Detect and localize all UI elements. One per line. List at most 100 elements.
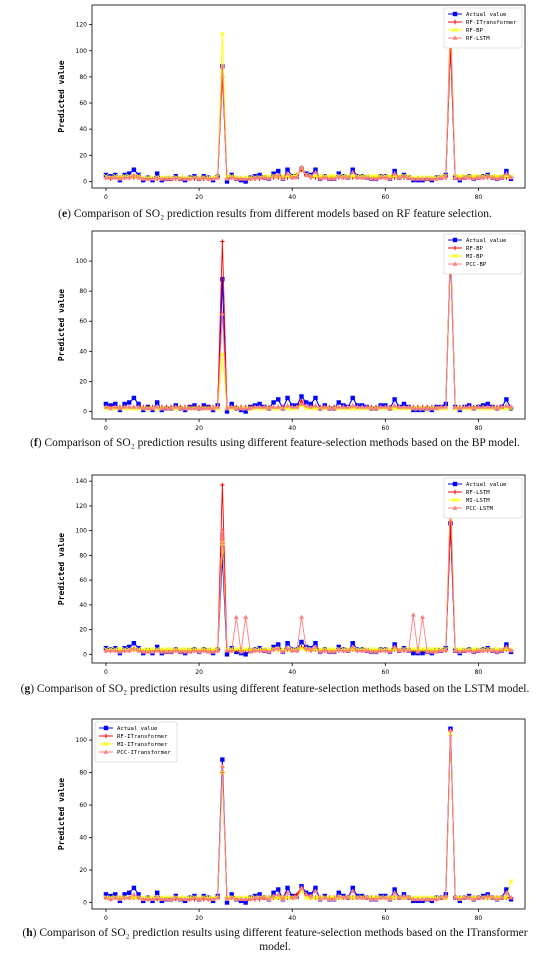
legend-label: RF-LSTM [466,490,490,496]
data-point [276,397,281,402]
legend-marker [452,505,458,510]
data-point [280,649,286,654]
data-point [485,173,491,179]
data-point [457,649,463,654]
y-tick-label: 20 [79,867,87,874]
data-point [485,401,490,407]
data-point [429,405,435,411]
data-point [271,893,276,898]
data-point [345,648,351,653]
data-point [415,896,421,902]
data-point [271,400,276,405]
caption-tag: f [33,437,38,449]
legend-marker [452,237,458,243]
data-point [294,174,300,180]
data-point [378,404,384,409]
data-point [457,176,463,181]
data-point [238,176,244,181]
data-point [364,895,370,900]
data-point [490,404,495,409]
data-point [508,174,514,180]
data-point [494,896,500,902]
data-point [369,173,374,179]
chart-g: 020406080020406080100120140samplePredict… [56,474,526,676]
data-point [159,405,165,411]
data-point [503,171,509,176]
data-point [392,402,398,408]
data-point [220,553,225,558]
data-point [327,173,332,179]
data-point [476,404,481,409]
data-point [168,176,174,181]
data-point [168,649,174,654]
data-point [364,174,370,180]
data-point [438,895,444,900]
data-point [192,648,197,653]
data-point [313,895,318,900]
data-point [322,174,328,180]
x-b [373,173,379,179]
data-point [471,176,477,181]
data-point [303,172,309,177]
data-point [396,648,402,653]
data-point [508,648,514,653]
data-point [341,404,346,409]
x-b [452,497,458,503]
data-point [499,174,505,180]
data-point [154,648,160,653]
data-point [233,176,239,181]
data-point [392,171,398,176]
data-point [327,405,332,411]
data-point [220,540,225,546]
data-point [252,404,258,409]
legend-marker [103,749,109,754]
data-point [457,405,463,411]
data-point [257,892,262,897]
data-point [275,891,281,897]
data-point [136,401,141,407]
data-point [136,174,141,180]
data-point [494,649,500,654]
data-point [457,173,463,179]
data-point [336,400,341,405]
data-point [476,895,481,900]
data-point [140,405,146,411]
data-point [266,405,272,411]
data-point [257,172,262,178]
data-point [108,893,113,899]
data-point [471,649,477,654]
data-point [508,895,514,900]
data-point [359,174,365,180]
series-line [105,484,512,652]
data-point [504,168,509,174]
y-tick-label: 140 [76,478,88,485]
data-point [219,63,225,69]
data-point [266,896,272,902]
x-b [243,647,248,652]
data-point [299,645,304,651]
legend-label: Actual value [466,238,507,244]
x-b [504,895,509,900]
x-tick-label: 40 [288,194,296,200]
data-point [140,649,146,654]
data-point [396,404,402,409]
data-point [285,395,290,401]
data-point [266,176,272,181]
data-point [182,896,188,902]
series-line [105,496,512,653]
data-point [247,176,253,181]
data-point [485,404,491,409]
y-tick-label: 20 [79,152,87,159]
data-point [308,404,314,409]
data-point [285,885,290,891]
data-point [466,404,472,409]
data-point [462,174,467,180]
data-point [224,409,230,414]
data-point [103,174,109,180]
chart-panel-g: 020406080020406080100120140samplePredict… [0,470,550,715]
data-point [247,896,253,902]
data-point [201,174,207,180]
data-point [443,173,449,179]
y-tick-label: 40 [79,126,87,133]
data-point [285,641,290,646]
